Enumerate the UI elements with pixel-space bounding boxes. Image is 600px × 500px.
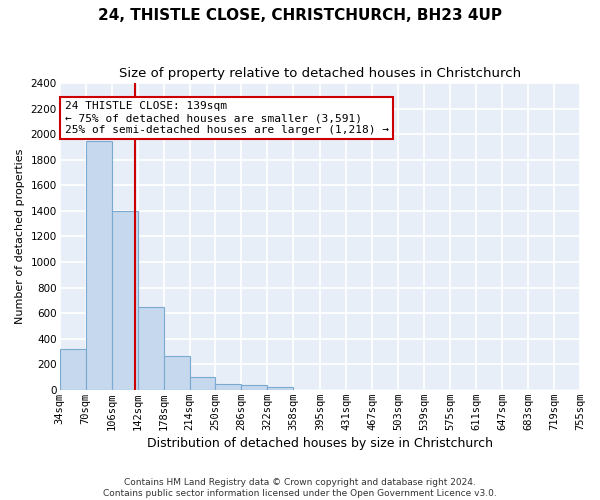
Title: Size of property relative to detached houses in Christchurch: Size of property relative to detached ho…	[119, 68, 521, 80]
X-axis label: Distribution of detached houses by size in Christchurch: Distribution of detached houses by size …	[147, 437, 493, 450]
Text: 24 THISTLE CLOSE: 139sqm
← 75% of detached houses are smaller (3,591)
25% of sem: 24 THISTLE CLOSE: 139sqm ← 75% of detach…	[65, 102, 389, 134]
Bar	[241, 386, 268, 390]
Text: Contains HM Land Registry data © Crown copyright and database right 2024.
Contai: Contains HM Land Registry data © Crown c…	[103, 478, 497, 498]
Bar	[268, 386, 293, 390]
Bar	[112, 211, 137, 390]
Text: 24, THISTLE CLOSE, CHRISTCHURCH, BH23 4UP: 24, THISTLE CLOSE, CHRISTCHURCH, BH23 4U…	[98, 8, 502, 22]
Bar	[190, 377, 215, 390]
Bar	[59, 349, 86, 390]
Bar	[164, 356, 190, 390]
Bar	[215, 384, 241, 390]
Y-axis label: Number of detached properties: Number of detached properties	[15, 148, 25, 324]
Bar	[137, 306, 164, 390]
Bar	[86, 140, 112, 390]
